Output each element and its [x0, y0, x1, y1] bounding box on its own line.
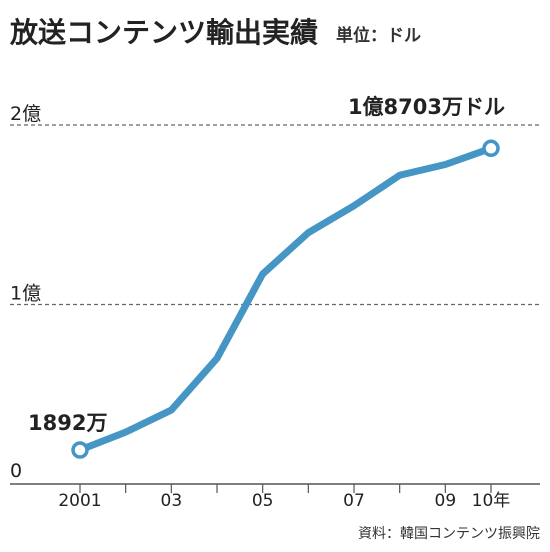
x-tick-label: 03: [161, 491, 183, 511]
end-value-label: 1億8703万ドル: [348, 95, 505, 119]
x-axis: 2001 03 05 07 09 10年: [10, 483, 540, 511]
x-tick-label: 07: [343, 491, 365, 511]
y-tick-label: 0: [10, 460, 22, 482]
end-point-marker: [482, 139, 500, 158]
series-line: [76, 144, 495, 454]
y-tick-label: 2億: [10, 103, 41, 125]
x-tick-label: 05: [252, 491, 274, 511]
y-tick-labels: 0 1億 2億: [10, 103, 41, 482]
start-value-label: 1892万: [28, 411, 107, 435]
annotations: 1892万 1億8703万ドル: [28, 95, 505, 435]
source-note: 資料：韓国コンテンツ振興院: [358, 526, 540, 542]
x-tick-label: 2001: [58, 491, 101, 511]
unit-label: 単位：ドル: [336, 25, 421, 46]
chart-title: 放送コンテンツ輸出実績: [9, 16, 318, 49]
grid-lines: [10, 124, 540, 306]
x-tick-label: 10年: [472, 491, 511, 511]
start-point-marker: [71, 441, 89, 459]
x-tick-label: 09: [435, 491, 457, 511]
series-group: [71, 139, 500, 459]
y-tick-label: 1億: [10, 283, 41, 305]
